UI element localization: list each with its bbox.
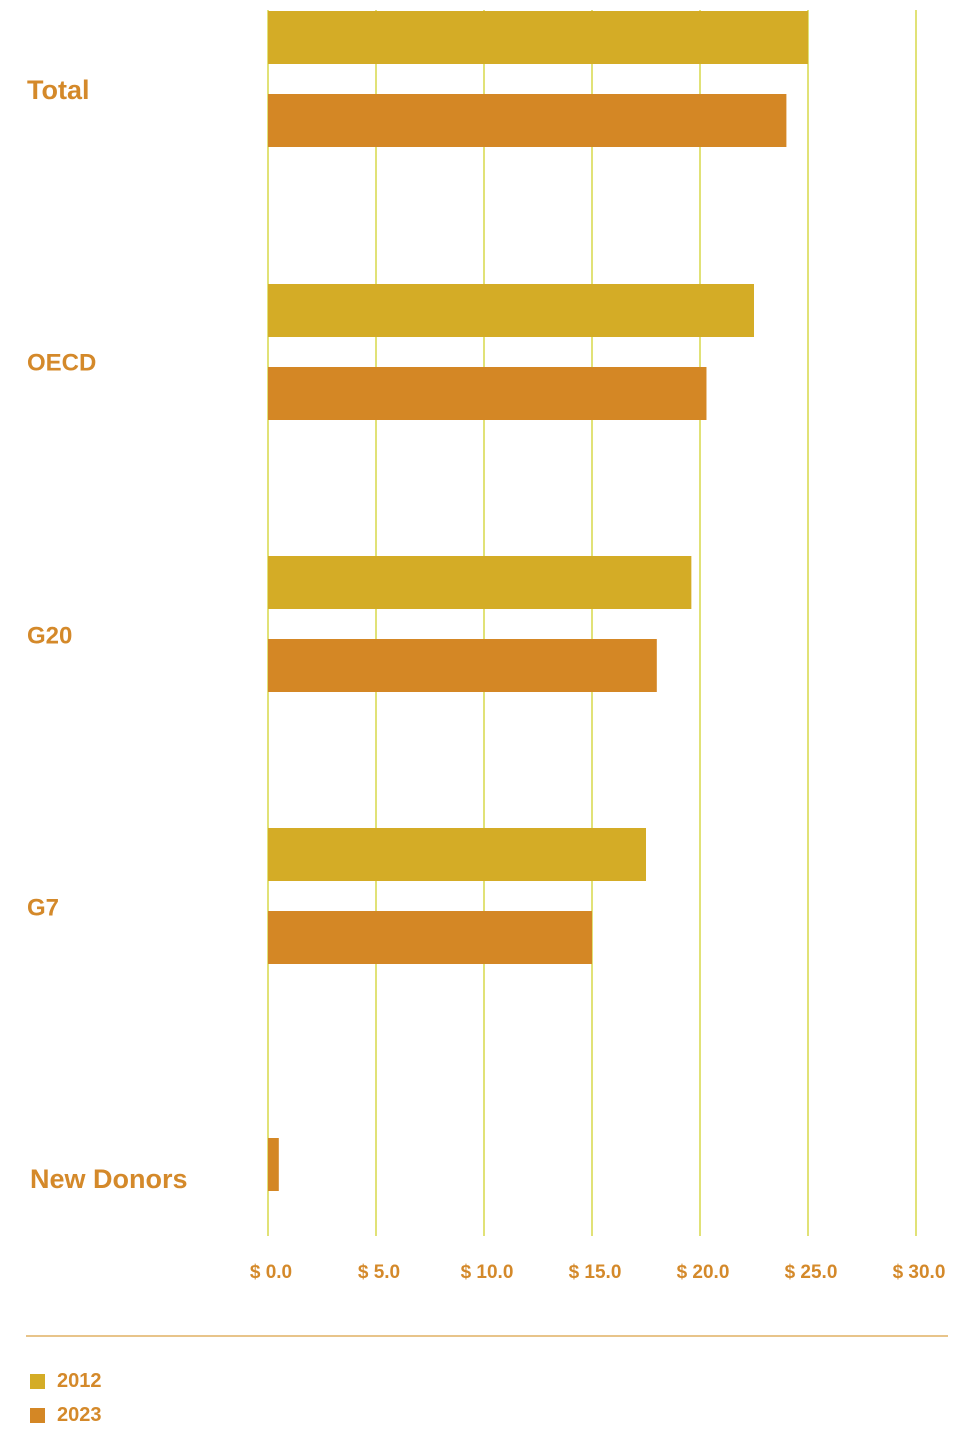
bar-total-2012	[268, 11, 808, 64]
x-tick-label-0: $ 0.0	[250, 1262, 292, 1283]
bar-oecd-2023	[268, 367, 707, 420]
bar-g20-2023	[268, 639, 657, 692]
legend: 2012 2023	[30, 1364, 102, 1432]
legend-item-2023: 2023	[30, 1398, 102, 1432]
category-label-oecd: OECD	[27, 349, 96, 376]
category-labels: Total OECD G20 G7 New Donors	[27, 75, 188, 1194]
bar-new-donors-2023	[268, 1138, 279, 1191]
bar-g20-2012	[268, 556, 692, 609]
legend-item-2012: 2012	[30, 1364, 102, 1398]
x-tick-label-5: $ 5.0	[358, 1262, 400, 1283]
category-label-new-donors: New Donors	[30, 1164, 188, 1194]
x-tick-label-10: $ 10.0	[461, 1262, 514, 1283]
x-tick-label-20: $ 20.0	[677, 1262, 730, 1283]
bar-g7-2023	[268, 911, 592, 964]
bars	[268, 11, 808, 1191]
category-label-g20: G20	[27, 622, 72, 649]
bar-chart: Total OECD G20 G7 New Donors $ 0.0 $ 5.0 $ 10.…	[27, 10, 946, 1283]
bar-oecd-2012	[268, 284, 754, 337]
legend-divider	[26, 1335, 948, 1337]
legend-swatch-2023	[30, 1407, 45, 1423]
grid-lines	[267, 10, 917, 1236]
bar-total-2023	[268, 94, 787, 147]
category-label-total: Total	[27, 75, 90, 105]
category-label-g7: G7	[27, 894, 59, 921]
x-tick-label-25: $ 25.0	[785, 1262, 838, 1283]
legend-swatch-2012	[30, 1373, 45, 1389]
x-axis-tick-labels: $ 0.0 $ 5.0 $ 10.0 $ 15.0 $ 20.0 $ 25.0 $ 30.0	[250, 1262, 946, 1283]
x-tick-label-30: $ 30.0	[893, 1262, 946, 1283]
x-tick-label-15: $ 15.0	[569, 1262, 622, 1283]
legend-label-2023: 2023	[57, 1403, 102, 1426]
legend-label-2012: 2012	[57, 1369, 102, 1392]
bar-g7-2012	[268, 828, 646, 881]
